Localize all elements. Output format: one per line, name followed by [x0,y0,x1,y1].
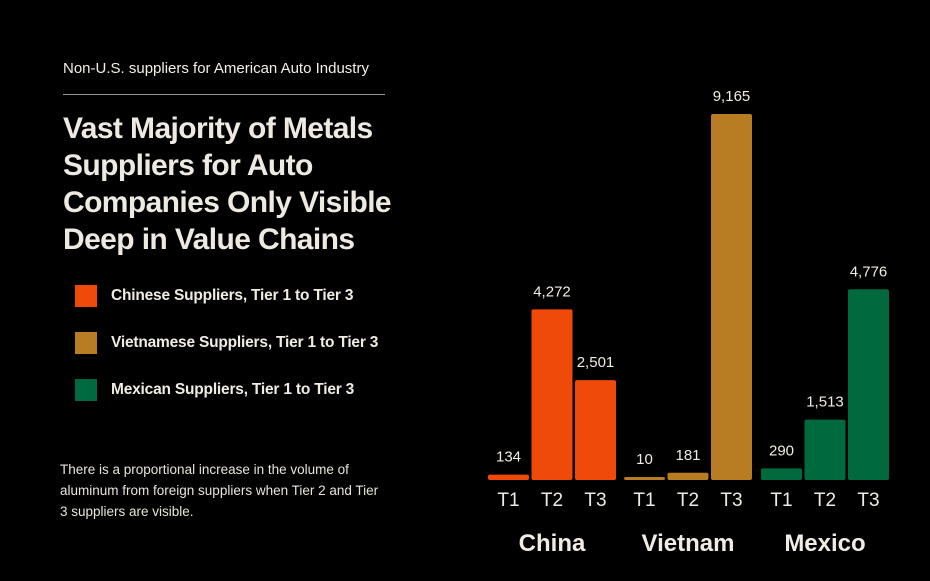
legend-item-mexico: Mexican Suppliers, Tier 1 to Tier 3 [75,377,378,403]
value-label-mexico-t3: 4,776 [850,263,888,280]
legend-label-mexico: Mexican Suppliers, Tier 1 to Tier 3 [111,381,355,398]
bar-china-t2 [531,309,573,480]
group-label-china: China [519,530,586,557]
tick-label-vietnam-t1: T1 [633,490,655,511]
tick-label-mexico-t3: T3 [857,490,879,511]
legend-item-china: Chinese Suppliers, Tier 1 to Tier 3 [75,283,378,309]
legend-item-vietnam: Vietnamese Suppliers, Tier 1 to Tier 3 [75,330,378,356]
bar-mexico-t1 [761,468,802,480]
footnote: There is a proportional increase in the … [60,462,379,519]
legend-swatch-china [75,285,97,307]
legend-swatch-vietnam [75,332,97,354]
bar-vietnam-t3 [711,114,752,480]
value-label-vietnam-t2: 181 [675,447,700,464]
bar-vietnam-t1 [624,477,665,480]
value-label-vietnam-t1: 10 [636,451,653,468]
tick-label-china-t3: T3 [584,490,606,511]
tick-label-vietnam-t3: T3 [720,490,742,511]
headline: Vast Majority of Metals Suppliers for Au… [63,112,392,256]
value-label-vietnam-t3: 9,165 [713,88,751,105]
legend-label-vietnam: Vietnamese Suppliers, Tier 1 to Tier 3 [111,334,379,351]
bar-china-t1 [488,474,529,480]
bar-vietnam-t2 [667,472,709,480]
group-label-vietnam: Vietnam [642,530,735,557]
tick-label-vietnam-t2: T2 [677,490,699,511]
legend: Chinese Suppliers, Tier 1 to Tier 3 Viet… [75,283,378,424]
value-label-china-t3: 2,501 [577,354,615,371]
divider [63,94,385,95]
tick-label-mexico-t1: T1 [770,490,792,511]
legend-swatch-mexico [75,379,97,401]
value-label-mexico-t1: 290 [769,442,794,459]
kicker-text: Non-U.S. suppliers for American Auto Ind… [63,60,369,77]
tick-label-china-t2: T2 [541,490,563,511]
bar-mexico-t2 [804,419,846,480]
tick-label-mexico-t2: T2 [814,490,836,511]
legend-label-china: Chinese Suppliers, Tier 1 to Tier 3 [111,287,354,304]
tick-label-china-t1: T1 [497,490,519,511]
group-label-mexico: Mexico [784,530,865,557]
value-label-china-t2: 4,272 [533,283,571,300]
value-label-china-t1: 134 [496,449,521,466]
bar-mexico-t3 [848,289,889,480]
value-label-mexico-t2: 1,513 [806,394,844,411]
bar-china-t3 [575,380,616,480]
